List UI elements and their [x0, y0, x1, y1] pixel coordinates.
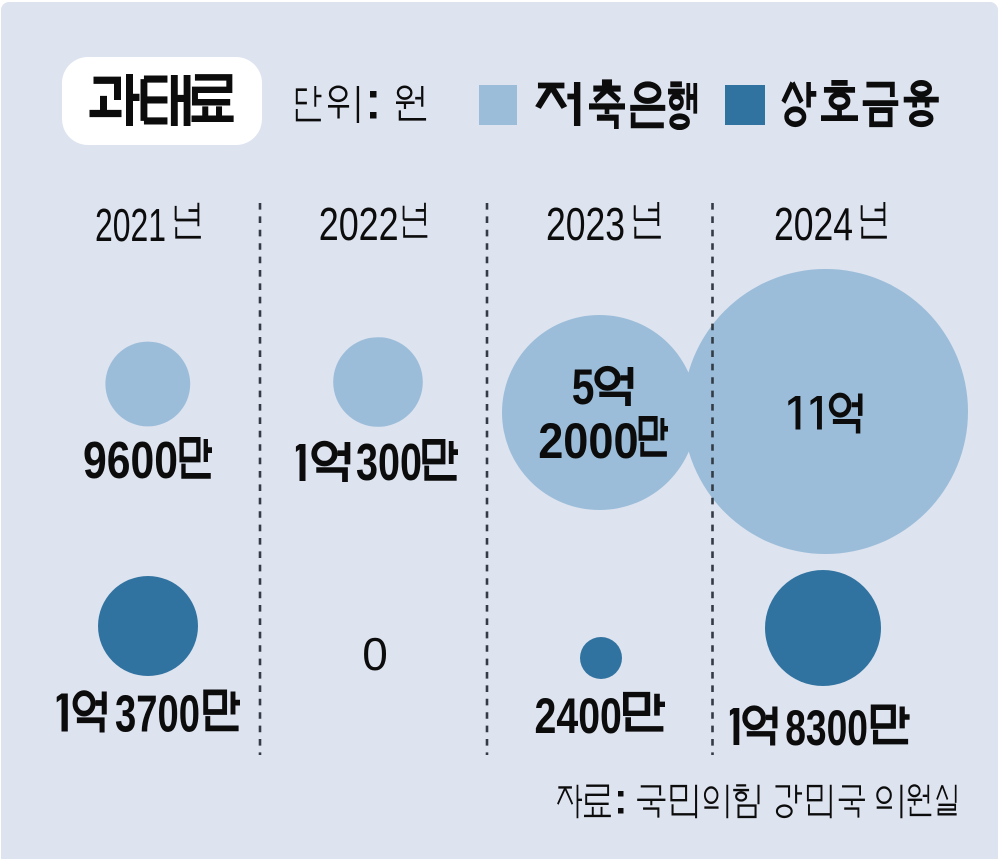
- svg-text:9600: 9600: [83, 432, 178, 490]
- svg-text:0: 0: [362, 628, 388, 680]
- svg-text:2021: 2021: [95, 199, 166, 251]
- svg-text:5: 5: [572, 359, 595, 415]
- svg-text:2000: 2000: [538, 413, 638, 469]
- svg-text:300: 300: [356, 434, 422, 492]
- svg-text:3700: 3700: [115, 686, 200, 744]
- svg-text:2024: 2024: [774, 198, 853, 250]
- svg-text:2022: 2022: [319, 198, 399, 250]
- svg-text:2023: 2023: [546, 198, 625, 250]
- svg-text:8300: 8300: [785, 700, 868, 756]
- svg-text:2400: 2400: [535, 688, 622, 744]
